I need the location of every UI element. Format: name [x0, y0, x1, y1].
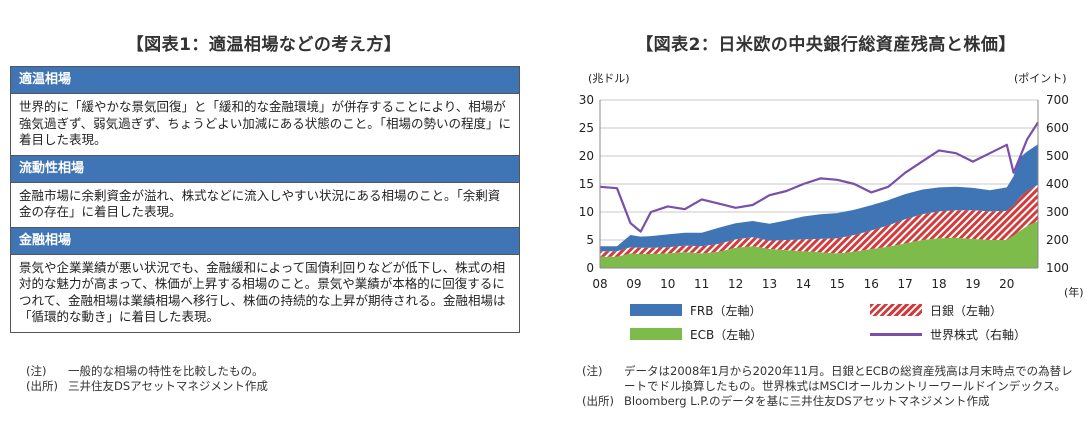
y-tick-left: 5 — [586, 233, 594, 247]
x-tick: 10 — [660, 277, 675, 291]
x-tick: 12 — [728, 277, 743, 291]
x-tick: 16 — [864, 277, 879, 291]
section-heading-kinyu: 金融相場 — [11, 227, 519, 255]
x-tick: 08 — [592, 277, 607, 291]
x-tick: 17 — [897, 277, 912, 291]
y-tick-left: 10 — [579, 205, 594, 219]
source-row: (出所) Bloomberg L.P.のデータを基に三井住友DSアセットマネジメ… — [582, 394, 1082, 409]
source-text: 三井住友DSアセットマネジメント作成 — [68, 379, 268, 393]
area-boj — [600, 184, 1038, 257]
y-axis-left-unit: (兆ドル) — [588, 72, 630, 85]
x-tick: 19 — [965, 277, 980, 291]
y-tick-right: 600 — [1046, 121, 1069, 135]
legend-label-ecb: ECB（左軸） — [690, 327, 763, 342]
legend-swatch-ecb — [630, 328, 682, 340]
x-tick: 09 — [626, 277, 641, 291]
source-key: (出所) — [582, 394, 614, 408]
y-tick-right: 700 — [1046, 93, 1069, 107]
legend-swatch-stock — [870, 332, 922, 336]
source-row: (出所) 三井住友DSアセットマネジメント作成 — [26, 379, 268, 394]
legend-item-stock: 世界株式（右軸） — [870, 326, 1026, 342]
source-text: Bloomberg L.P.のデータを基に三井住友DSアセットマネジメント作成 — [624, 394, 990, 408]
y-tick-right: 100 — [1046, 261, 1069, 275]
stock-line-series — [599, 121, 1039, 233]
y-tick-right: 200 — [1046, 233, 1069, 247]
figure2-title: 【図表2：日米欧の中央銀行総資産残高と株価】 — [636, 35, 1016, 55]
legend-item-boj: 日銀（左軸） — [870, 302, 1002, 318]
note-key: (注) — [26, 364, 47, 378]
y-tick-left: 20 — [579, 149, 594, 163]
y-tick-left: 0 — [586, 261, 594, 275]
x-tick: 14 — [796, 277, 811, 291]
central-bank-assets-chart: 0 5 10 15 20 25 30 100 200 300 400 500 600 700 08 09 10 1… — [579, 72, 1084, 299]
x-axis-unit: (年) — [1064, 285, 1084, 299]
section-body-ryudosei: 金融市場に余剰資金が溢れ、株式などに流入しやすい状況にある相場のこと。「余剰資金… — [11, 182, 519, 228]
x-tick: 18 — [931, 277, 946, 291]
legend-label-stock: 世界株式（右軸） — [930, 327, 1027, 342]
area-series — [600, 144, 1038, 268]
concept-table: 適温相場 世界的に「緩やかな景気回復」と「緩和的な金融環境」が併存することにより… — [10, 66, 520, 333]
y-tick-right: 400 — [1046, 177, 1069, 191]
area-frb — [600, 144, 1038, 252]
figure1-title: 【図表1：適温相場などの考え方】 — [126, 35, 402, 55]
y-tick-right: 500 — [1046, 149, 1069, 163]
note-row: (注) 一般的な相場の特性を比較したもの。 — [26, 364, 268, 379]
area-ecb — [600, 221, 1038, 268]
section-body-tekion: 世界的に「緩やかな景気回復」と「緩和的な金融環境」が併存することにより、相場が強… — [11, 94, 519, 156]
note-key: (注) — [582, 364, 603, 378]
note-text: データは2008年1月から2020年11月。日銀とECBの総資産残高は月末時点で… — [624, 364, 1073, 393]
section-heading-ryudosei: 流動性相場 — [11, 155, 519, 183]
section-body-kinyu: 景気や企業業績が悪い状況でも、金融緩和によって国債利回りなどが低下し、株式の相対… — [11, 254, 519, 332]
legend-item-frb: FRB（左軸） — [630, 302, 761, 318]
note-row: (注) データは2008年1月から2020年11月。日銀とECBの総資産残高は月… — [582, 364, 1082, 394]
y-tick-right: 300 — [1046, 205, 1069, 219]
source-key: (出所) — [26, 379, 58, 393]
x-tick: 11 — [694, 277, 709, 291]
x-tick: 20 — [999, 277, 1014, 291]
legend-label-frb: FRB（左軸） — [690, 303, 762, 318]
legend-swatch-boj — [870, 304, 922, 316]
y-tick-left: 25 — [579, 121, 594, 135]
section-heading-tekion: 適温相場 — [11, 67, 519, 94]
figure1-panel: 【図表1：適温相場などの考え方】 適温相場 世界的に「緩やかな景気回復」と「緩和… — [8, 0, 520, 423]
figure2-panel: 【図表2：日米欧の中央銀行総資産残高と株価】 0 5 10 15 20 25 30 100 20… — [560, 0, 1092, 423]
legend-swatch-frb — [630, 304, 682, 316]
legend-label-boj: 日銀（左軸） — [930, 303, 1003, 318]
axes: 0 5 10 15 20 25 30 100 200 300 400 500 600 700 08 09 10 1… — [579, 93, 1069, 291]
y-axis-right-unit: (ポイント) — [1014, 72, 1067, 85]
x-tick: 15 — [830, 277, 845, 291]
figure2-notes: (注) データは2008年1月から2020年11月。日銀とECBの総資産残高は月… — [582, 364, 1082, 409]
legend-item-ecb: ECB（左軸） — [630, 326, 762, 342]
note-text: 一般的な相場の特性を比較したもの。 — [68, 364, 264, 378]
y-tick-left: 15 — [579, 177, 594, 191]
y-tick-left: 30 — [579, 93, 594, 107]
figure1-notes: (注) 一般的な相場の特性を比較したもの。 (出所) 三井住友DSアセットマネジ… — [26, 364, 268, 394]
line-world-stocks — [599, 121, 1039, 233]
x-tick: 13 — [762, 277, 777, 291]
